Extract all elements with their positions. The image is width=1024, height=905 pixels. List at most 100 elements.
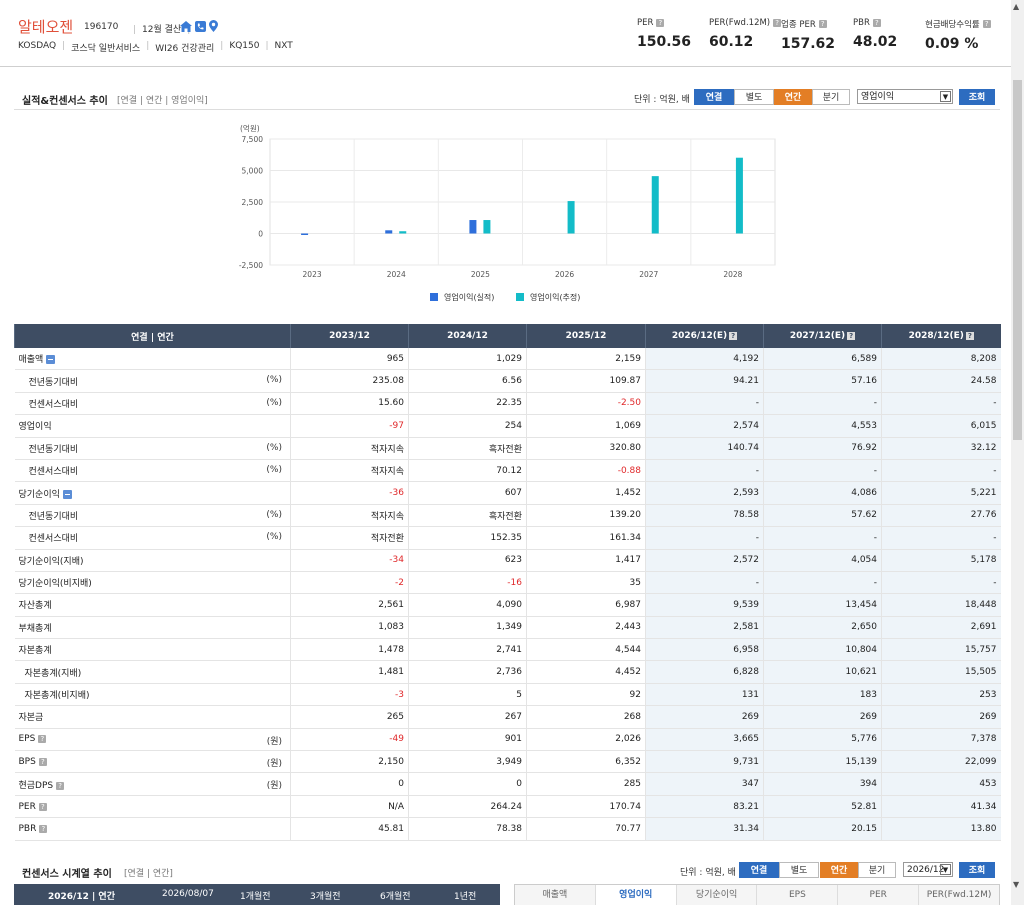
row-label: BPS? (원) — [14, 750, 291, 774]
scroll-up-icon[interactable]: ▲ — [1013, 2, 1020, 11]
separate-button[interactable]: 별도 — [779, 862, 819, 878]
table-cell: 9,539 — [645, 593, 764, 617]
tab-per[interactable]: PER — [838, 885, 920, 905]
table-cell: 32.12 — [881, 437, 1001, 460]
table-cell: 5,178 — [881, 549, 1001, 572]
table-cell: - — [881, 392, 1001, 416]
table-cell: 254 — [408, 414, 527, 438]
row-unit: (원) — [266, 736, 282, 747]
tab-eps[interactable]: EPS — [757, 885, 839, 905]
table-cell: 6,015 — [881, 414, 1001, 438]
y-unit-label: (억원) — [240, 124, 260, 133]
help-icon[interactable]: ? — [729, 331, 738, 340]
home-icon[interactable] — [180, 20, 192, 32]
table-cell: 1,349 — [408, 616, 527, 640]
tab-sales[interactable]: 매출액 — [515, 885, 596, 905]
table-cell: 20.15 — [763, 817, 882, 841]
metric-select[interactable]: 영업이익 ▼ — [857, 89, 953, 104]
help-icon[interactable]: ? — [818, 20, 827, 28]
legend-label[interactable]: 영업이익(실적) — [444, 292, 494, 302]
row-label: 컨센서스대비 (%) — [14, 526, 291, 550]
chevron-down-icon[interactable]: ▼ — [1013, 880, 1020, 889]
help-icon[interactable]: ? — [965, 331, 974, 340]
table-row: 당기순이익(지배) -34 623 1,417 2,572 4,054 5,178 — [14, 549, 1001, 572]
tab-net-income[interactable]: 당기순이익 — [677, 885, 758, 905]
help-icon[interactable]: ? — [38, 757, 47, 766]
table-cell: 24.58 — [881, 369, 1001, 393]
expand-icon[interactable] — [46, 355, 56, 365]
period-select[interactable]: 2026/12 ▼ — [903, 862, 953, 877]
table-cell: 22.35 — [408, 392, 527, 416]
help-icon[interactable]: ? — [847, 331, 856, 340]
table-cell: 10,804 — [763, 638, 882, 662]
legend-label[interactable]: 영업이익(추정) — [530, 292, 580, 302]
help-icon[interactable]: ? — [39, 824, 48, 833]
table-cell: - — [763, 571, 882, 595]
consensus-tabs: 매출액 영업이익 당기순이익 EPS PER PER(Fwd.12M) — [514, 884, 1000, 905]
bar-estimate[interactable] — [483, 220, 491, 234]
section-title: 컨센서스 시계열 추이 — [22, 869, 112, 880]
y-tick-label: 5,000 — [242, 167, 264, 176]
quarter-button[interactable]: 분기 — [858, 862, 896, 878]
table-cell: 4,452 — [526, 660, 646, 684]
tab-operating-profit[interactable]: 영업이익 — [595, 885, 677, 905]
table-cell: - — [763, 392, 882, 416]
table-cell: 57.62 — [763, 504, 882, 528]
consolidated-button[interactable]: 연결 — [739, 862, 779, 878]
search-button[interactable]: 조회 — [959, 862, 995, 878]
consolidated-button[interactable]: 연결 — [694, 89, 734, 105]
bar-actual[interactable] — [301, 233, 309, 236]
help-icon[interactable]: ? — [56, 781, 65, 790]
scrollbar-thumb[interactable] — [1013, 80, 1022, 440]
header-label: 연결 | 연간 — [14, 324, 291, 348]
expand-icon[interactable] — [62, 489, 72, 499]
table-row: 전년동기대비 (%) 적자지속 흑자전환 320.80 140.74 76.92 32.12 — [14, 437, 1001, 460]
annual-button[interactable]: 연간 — [820, 862, 858, 878]
table-cell: 235.08 — [290, 369, 409, 393]
search-button[interactable]: 조회 — [959, 89, 995, 105]
table-cell: -0.88 — [526, 459, 646, 483]
table-cell: -97 — [290, 414, 409, 438]
row-label: 당기순이익 — [14, 481, 291, 505]
help-icon[interactable]: ? — [656, 19, 665, 27]
metric-per: PER? 150.56 — [637, 18, 692, 50]
bar-actual[interactable] — [469, 220, 477, 234]
table-cell: 8,208 — [881, 348, 1001, 371]
row-label: 자본총계(비지배) — [14, 683, 291, 707]
help-icon[interactable]: ? — [38, 735, 47, 744]
table-row: 전년동기대비 (%) 235.08 6.56 109.87 94.21 57.16 24.58 — [14, 369, 1001, 393]
annual-button[interactable]: 연간 — [774, 89, 812, 105]
tab-per-fwd[interactable]: PER(Fwd.12M) — [926, 890, 992, 900]
x-tick-label: 2026 — [555, 270, 574, 279]
bar-estimate[interactable] — [567, 201, 575, 234]
bar-actual[interactable] — [385, 230, 393, 234]
help-icon[interactable]: ? — [38, 802, 47, 811]
table-cell: 1,029 — [408, 348, 527, 371]
help-icon[interactable]: ? — [773, 19, 782, 27]
bar-estimate[interactable] — [651, 176, 659, 234]
table-cell: 6,352 — [526, 750, 646, 774]
table-cell: 적자지속 — [290, 504, 409, 528]
help-icon[interactable]: ? — [872, 19, 881, 27]
separate-button[interactable]: 별도 — [734, 89, 774, 105]
table-cell: 1,481 — [290, 660, 409, 684]
bar-estimate[interactable] — [735, 157, 743, 234]
row-label: 자산총계 — [14, 593, 291, 617]
vertical-scrollbar[interactable]: ▲ ▼ — [1011, 0, 1024, 905]
bar-estimate[interactable] — [399, 231, 407, 234]
quarter-button[interactable]: 분기 — [812, 89, 850, 105]
metric-dividend-yield: 현금배당수익률? 0.09 % — [925, 18, 991, 52]
location-icon[interactable] — [209, 20, 218, 32]
row-label: PBR? — [14, 817, 291, 841]
table-row: 자본금 265 267 268 269 269 269 — [14, 705, 1001, 729]
table-cell: 2,572 — [645, 549, 764, 572]
table-row: 매출액 965 1,029 2,159 4,192 6,589 8,208 — [14, 348, 1001, 371]
table-cell: 269 — [645, 705, 764, 729]
tag-nxt: NXT — [274, 41, 293, 51]
phone-icon[interactable] — [195, 20, 206, 32]
y-tick-label: -2,500 — [239, 261, 263, 270]
section-performance-bar: 실적&컨센서스 추이 [연결 | 연간 | 영업이익] 단위 : 억원, 배 연… — [14, 87, 1000, 110]
table-cell: 269 — [881, 705, 1001, 729]
help-icon[interactable]: ? — [982, 20, 991, 28]
metric-pbr: PBR? 48.02 — [853, 18, 898, 50]
